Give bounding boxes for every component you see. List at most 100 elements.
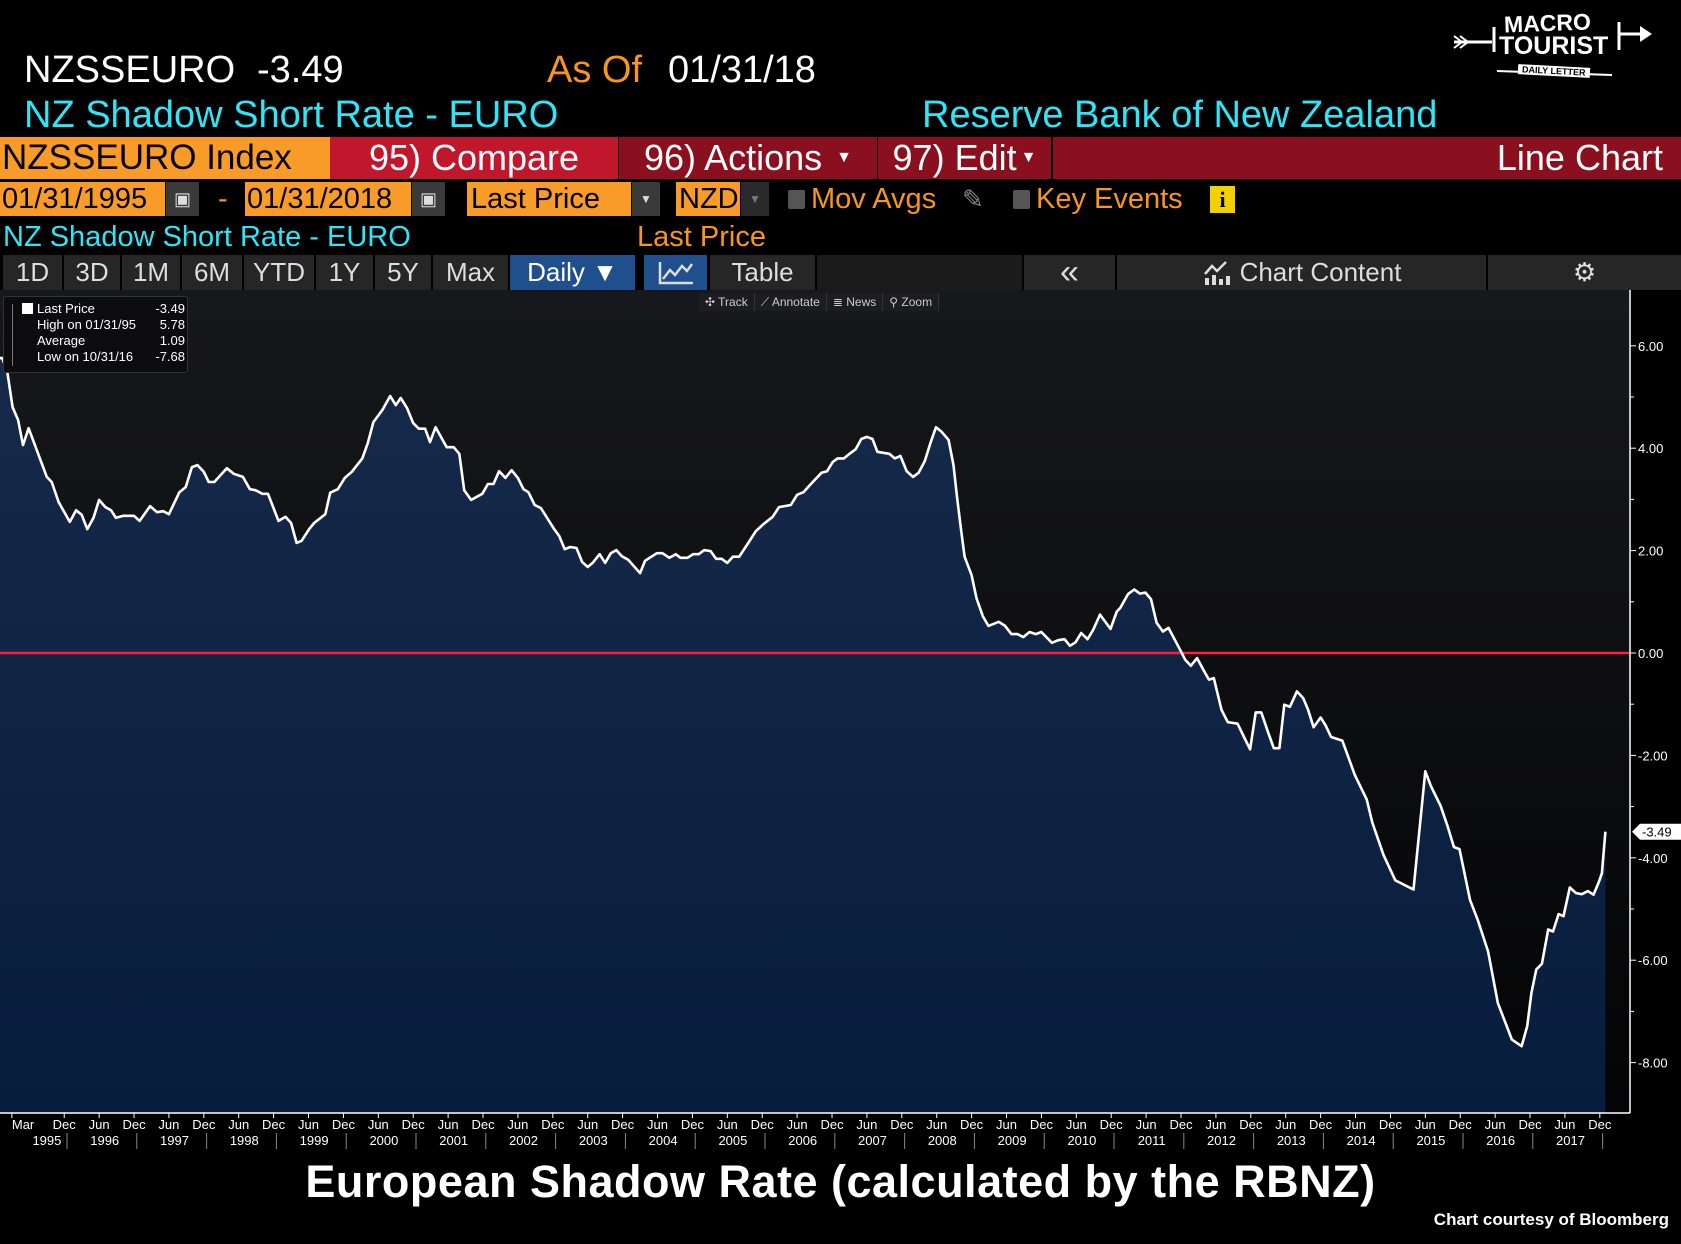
y-tick-label: 4.00 (1638, 441, 1663, 456)
x-month-label: Dec (1518, 1117, 1542, 1132)
x-month-label: Jun (228, 1117, 249, 1132)
actions-menu[interactable]: 96) Actions ▼ (619, 137, 877, 179)
legend-swatch[interactable] (22, 303, 33, 314)
x-month-label: Dec (1309, 1117, 1333, 1132)
period-1y[interactable]: 1Y (316, 255, 373, 290)
x-month-label: Dec (53, 1117, 77, 1132)
period-5y[interactable]: 5Y (375, 255, 431, 290)
x-month-label: Dec (611, 1117, 635, 1132)
legend-tree-icon (12, 304, 21, 366)
x-month-label: Mar (12, 1117, 35, 1132)
field-select[interactable]: Last Price (467, 182, 631, 216)
last-value: -3.49 (257, 49, 344, 91)
x-month-label: Jun (926, 1117, 947, 1132)
end-date-input[interactable]: 01/31/2018 (245, 182, 411, 216)
compare-button[interactable]: 95) Compare (330, 137, 618, 179)
legend-high: High on 01/31/95 5.78 (37, 317, 185, 332)
chart-tools: ✣ Track ⟋ Annotate ≣ News ⚲ Zoom (699, 293, 940, 311)
edit-menu[interactable]: 97) Edit ▼ (878, 137, 1051, 179)
x-month-label: Dec (1379, 1117, 1403, 1132)
x-year-label: 2009 (998, 1133, 1027, 1148)
x-month-label: Jun (577, 1117, 598, 1132)
y-tick-label: -2.00 (1638, 748, 1668, 763)
zoom-tool[interactable]: ⚲ Zoom (883, 293, 940, 311)
x-year-label: 2010 (1067, 1133, 1096, 1148)
period-6m[interactable]: 6M (182, 255, 242, 290)
news-tool[interactable]: ≣ News (827, 293, 884, 311)
x-month-label: Dec (122, 1117, 146, 1132)
x-month-label: Jun (1415, 1117, 1436, 1132)
x-month-label: Jun (787, 1117, 808, 1132)
legend-low: Low on 10/31/16 -7.68 (37, 349, 185, 364)
annotate-tool[interactable]: ⟋ Annotate (755, 293, 827, 311)
x-month-label: Dec (262, 1117, 286, 1132)
last-value-label: -3.49 (1642, 825, 1672, 840)
info-icon[interactable]: i (1210, 186, 1235, 213)
chart-credit: Chart courtesy of Bloomberg (1433, 1210, 1669, 1229)
period-3d[interactable]: 3D (64, 255, 120, 290)
start-date-input[interactable]: 01/31/1995 (0, 182, 165, 216)
macro-tourist-logo: MACRO TOURIST DAILY LETTER (1452, 8, 1662, 87)
legend-label: Average (37, 333, 86, 348)
chart-type-label: Line Chart (1053, 137, 1681, 179)
price-line (0, 356, 1607, 1048)
y-tick-label: -6.00 (1638, 953, 1668, 968)
key-events-checkbox[interactable] (1013, 190, 1030, 209)
x-month-label: Jun (1275, 1117, 1296, 1132)
x-month-label: Jun (89, 1117, 110, 1132)
period-1d[interactable]: 1D (3, 255, 62, 290)
y-tick-label: 2.00 (1638, 544, 1663, 559)
x-year-label: 2007 (858, 1133, 887, 1148)
pencil-icon[interactable]: ✎ (962, 184, 984, 214)
as-of-label: As Of (547, 49, 643, 91)
legend-value: 1.09 (159, 333, 185, 348)
x-year-label: 2005 (718, 1133, 747, 1148)
mov-avgs-checkbox[interactable] (788, 190, 805, 209)
table-view-button[interactable]: Table (710, 255, 815, 290)
annotate-label: Annotate (771, 295, 820, 309)
toolbar-spacer (817, 255, 1022, 290)
x-month-label: Jun (647, 1117, 668, 1132)
chart-content-button[interactable]: Chart Content (1117, 255, 1486, 290)
currency-dropdown-icon[interactable]: ▼ (741, 182, 769, 216)
period-max[interactable]: Max (433, 255, 508, 290)
track-tool[interactable]: ✣ Track (699, 293, 755, 311)
zoom-label: Zoom (901, 295, 933, 309)
x-month-label: Jun (1554, 1117, 1575, 1132)
legend-label: Low on 10/31/16 (37, 349, 134, 364)
key-events-label: Key Events (1036, 183, 1183, 215)
field-dropdown-icon[interactable]: ▼ (632, 182, 660, 216)
line-chart: 6.00 4.00 2.00 0.00 -2.00 -4.00 -6.00 -8.00 -3.4… (0, 290, 1681, 1149)
source-name: Reserve Bank of New Zealand (922, 94, 1438, 136)
security-field[interactable]: NZSSEURO Index (0, 137, 330, 179)
x-year-label: 1996 (90, 1133, 119, 1148)
chart-caption: European Shadow Rate (calculated by the … (305, 1156, 1376, 1207)
x-year-label: 2000 (369, 1133, 398, 1148)
x-month-label: Dec (192, 1117, 216, 1132)
x-year-label: 1999 (300, 1133, 329, 1148)
x-year-label: 2015 (1416, 1133, 1445, 1148)
frequency-dropdown[interactable]: Daily ▼ (510, 255, 635, 290)
calendar-icon[interactable]: ▣ (412, 182, 445, 216)
compare-label: 95) Compare (368, 137, 580, 178)
x-year-label: 2014 (1347, 1133, 1376, 1148)
period-1m[interactable]: 1M (122, 255, 180, 290)
gear-icon[interactable]: ⚙ (1488, 255, 1681, 290)
track-label: Track (718, 295, 748, 309)
x-month-label: Dec (1169, 1117, 1193, 1132)
x-month-label: Dec (1100, 1117, 1124, 1132)
x-month-label: Dec (681, 1117, 705, 1132)
period-ytd[interactable]: YTD (244, 255, 314, 290)
caret-down-icon: ▼ (1020, 149, 1037, 166)
line-chart-view-button[interactable] (644, 255, 707, 290)
x-month-label: Dec (960, 1117, 984, 1132)
x-year-label: 2002 (509, 1133, 538, 1148)
collapse-button[interactable]: « (1024, 253, 1115, 291)
calendar-icon[interactable]: ▣ (166, 182, 199, 216)
x-month-label: Dec (751, 1117, 775, 1132)
x-month-label: Dec (471, 1117, 495, 1132)
x-year-label: 1997 (160, 1133, 189, 1148)
currency-select[interactable]: NZD (676, 182, 740, 216)
x-year-label: 2016 (1486, 1133, 1515, 1148)
as-of-date: 01/31/18 (668, 49, 816, 91)
